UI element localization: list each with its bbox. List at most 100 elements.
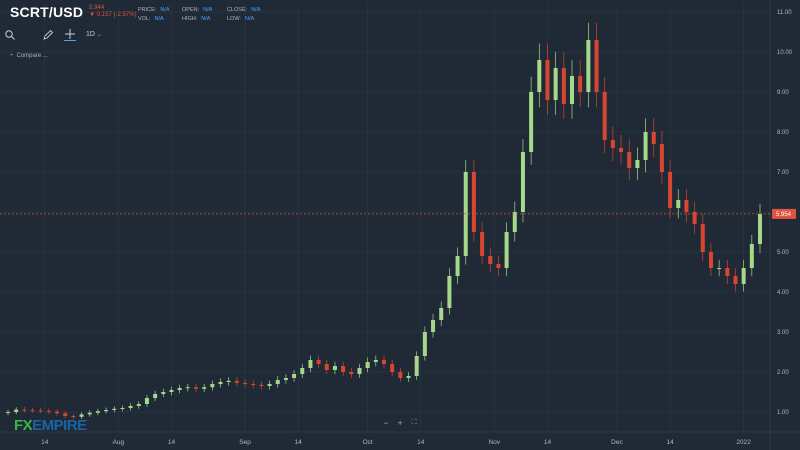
candle-body — [357, 368, 362, 374]
candle-body — [749, 244, 754, 268]
y-tick-label: 11.00 — [777, 10, 792, 16]
x-tick-label: Oct — [363, 439, 373, 446]
candle-body — [455, 256, 460, 276]
candle-body — [741, 268, 746, 284]
candle-body — [79, 414, 84, 417]
candle-body — [627, 152, 632, 168]
candle-body — [104, 410, 109, 412]
candle-body — [161, 392, 166, 394]
compare-label: Compare ... — [16, 53, 48, 59]
candle-body — [46, 410, 51, 412]
crosshair-icon[interactable] — [64, 28, 76, 41]
candle-body — [218, 382, 223, 384]
candle-body — [447, 276, 452, 308]
zoom-out-button[interactable]: − — [383, 418, 389, 428]
candle-body — [332, 366, 337, 370]
close-value: N/A — [251, 7, 261, 13]
candle-body — [480, 232, 485, 256]
candle-body — [578, 76, 583, 92]
candle-body — [561, 68, 566, 104]
candle-body — [414, 356, 419, 376]
candle-body — [259, 384, 264, 386]
price-label: PRICE: — [138, 7, 157, 13]
y-tick-label: 1.00 — [777, 410, 789, 416]
y-tick-label: 9.00 — [777, 90, 789, 96]
candle-body — [758, 214, 762, 244]
pencil-icon[interactable] — [42, 29, 54, 41]
candle-body — [22, 409, 27, 411]
candle-body — [87, 412, 92, 415]
x-tick-label: Aug — [113, 439, 125, 446]
plus-icon: + — [10, 53, 14, 59]
candle-body — [725, 268, 730, 276]
symbol-name: SCRT/USD — [10, 4, 84, 20]
candle-body — [537, 60, 542, 92]
candle-body — [283, 378, 288, 380]
candle-body — [594, 40, 599, 92]
y-tick-label: 4.00 — [777, 290, 789, 296]
zoom-fit-button[interactable]: ⛶ — [411, 419, 417, 426]
compare-button[interactable]: + Compare ... — [10, 53, 48, 59]
x-tick-label: 14 — [544, 439, 552, 446]
zoom-controls: − + ⛶ — [379, 418, 421, 428]
candle-body — [243, 382, 248, 384]
y-tick-label: 10.00 — [777, 50, 793, 56]
chart-toolbar: 1D ⌄ — [4, 28, 102, 41]
candle-body — [373, 360, 378, 362]
high-label: HIGH: — [182, 16, 198, 22]
candle-body — [177, 388, 182, 390]
high-value: N/A — [201, 16, 211, 22]
price-change: ▼ 0.157 (-2.57%) — [89, 12, 137, 18]
candle-body — [398, 372, 403, 378]
x-tick-label: Sep — [239, 439, 251, 446]
candle-body — [153, 394, 158, 398]
candle-body — [308, 360, 313, 368]
x-tick-label: 2022 — [736, 439, 751, 446]
candle-body — [71, 416, 76, 417]
candle-body — [520, 152, 525, 212]
candle-body — [488, 256, 493, 264]
x-tick-label: 14 — [295, 439, 303, 446]
low-label: LOW: — [227, 16, 241, 22]
search-icon[interactable] — [4, 29, 16, 41]
low-value: N/A — [244, 16, 255, 22]
interval-selector[interactable]: 1D ⌄ — [86, 31, 102, 38]
ohlc-column-2: OPEN: N/A HIGH: N/A — [182, 6, 212, 24]
open-label: OPEN: — [182, 7, 200, 13]
candle-body — [659, 144, 664, 172]
candle-body — [676, 200, 681, 208]
candle-body — [692, 212, 697, 224]
last-price: 5.944 — [89, 5, 105, 11]
x-tick-label: 14 — [417, 439, 425, 446]
candle-body — [210, 384, 215, 388]
x-tick-label: 14 — [41, 439, 49, 446]
candle-body — [700, 224, 705, 252]
close-label: CLOSE: — [227, 7, 248, 13]
zoom-in-button[interactable]: + — [397, 418, 403, 428]
candle-body — [586, 40, 591, 92]
candle-body — [300, 368, 305, 374]
y-tick-label: 5.00 — [777, 250, 789, 256]
y-tick-label: 2.00 — [777, 370, 789, 376]
candle-body — [512, 212, 517, 232]
price-value: N/A — [160, 7, 170, 13]
candle-body — [651, 132, 656, 144]
candle-body — [496, 264, 501, 268]
x-tick-label: 14 — [168, 439, 176, 446]
y-tick-label: 3.00 — [777, 330, 789, 336]
candle-body — [610, 140, 615, 148]
candle-body — [185, 387, 190, 389]
candle-body — [128, 406, 133, 408]
candle-body — [717, 268, 722, 269]
x-tick-label: Nov — [489, 439, 501, 446]
candle-body — [30, 410, 35, 411]
candle-body — [406, 376, 411, 378]
candle-body — [708, 252, 713, 268]
chevron-down-icon: ⌄ — [96, 32, 102, 38]
candle-body — [226, 380, 231, 382]
x-tick-label: Dec — [611, 439, 623, 446]
candle-body — [431, 320, 436, 332]
candle-body — [63, 413, 68, 416]
candle-body — [365, 362, 370, 368]
